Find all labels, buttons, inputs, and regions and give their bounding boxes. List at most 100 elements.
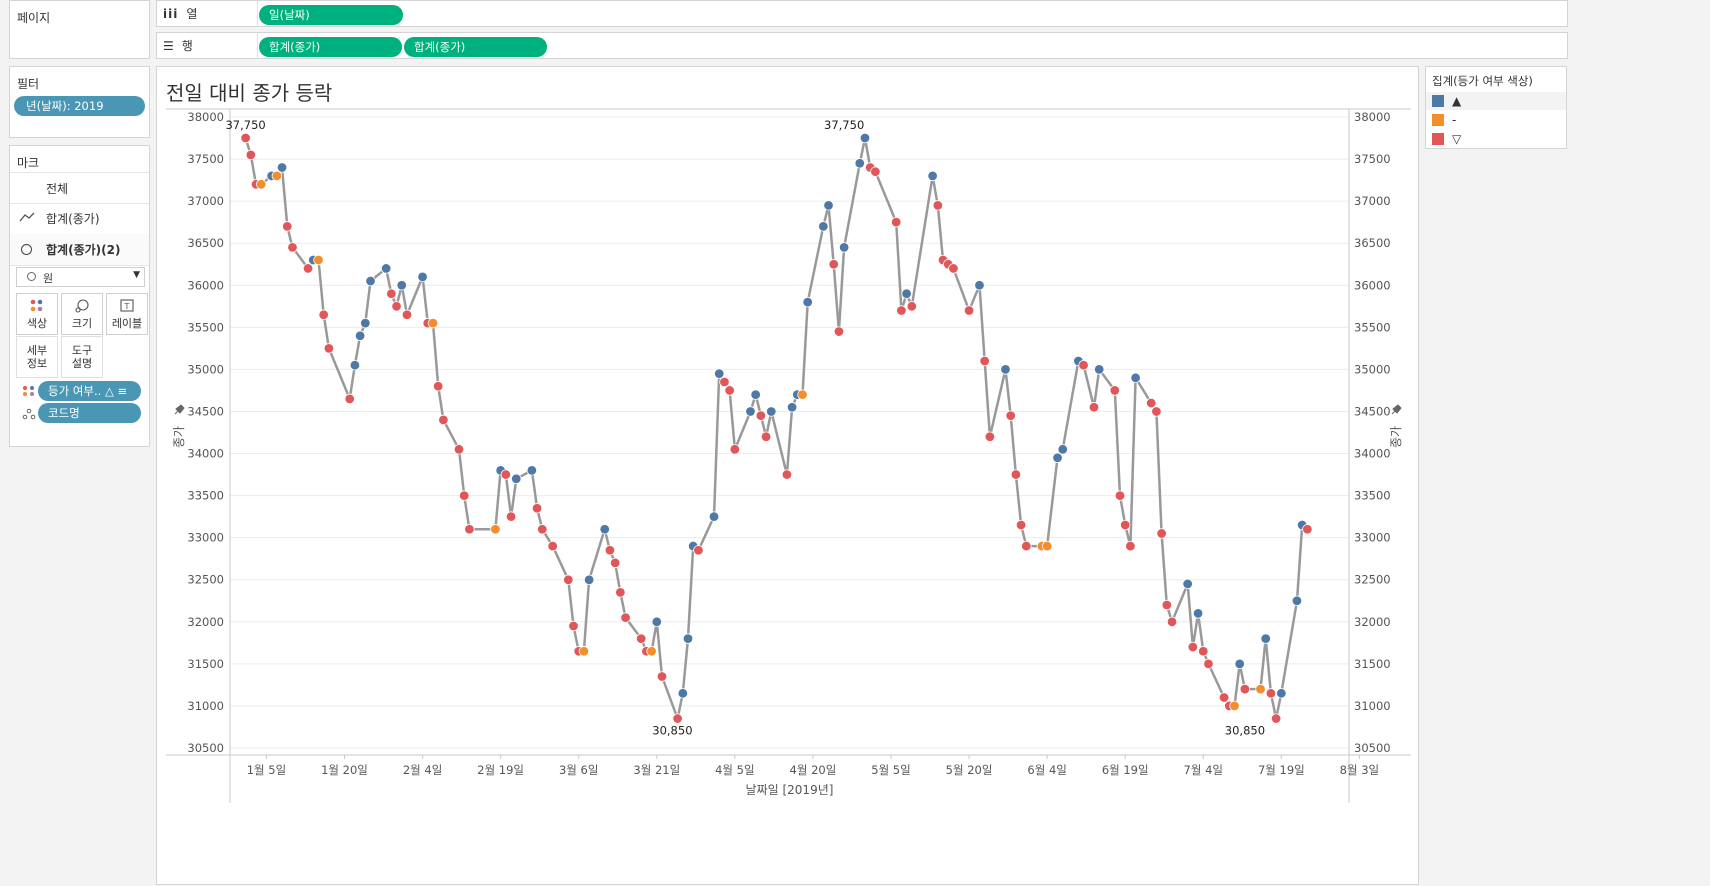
data-point-same <box>1255 683 1266 695</box>
x-tick-label: 2월 4일 <box>403 763 442 777</box>
tooltip-button[interactable]: 도구 설명 <box>61 336 103 378</box>
data-point-up <box>854 158 865 169</box>
data-point-up <box>360 317 371 329</box>
columns-shelf-label-area: iii 열 <box>163 1 197 26</box>
data-point-down <box>464 524 475 535</box>
data-point-down <box>760 431 772 442</box>
row-pill-sum-close-2[interactable]: 합계(종가) <box>404 37 547 57</box>
circle-icon <box>21 244 32 255</box>
data-point-down <box>1239 683 1251 695</box>
divider <box>257 33 258 58</box>
series-line <box>244 136 1309 720</box>
y-tick-label-right: 37500 <box>1354 152 1391 166</box>
y-tick-label-right: 32500 <box>1354 573 1391 587</box>
label-button[interactable]: T 레이블 <box>106 293 148 335</box>
data-point-down <box>1270 713 1282 724</box>
data-point-same <box>1229 700 1240 712</box>
data-point-up <box>677 688 689 699</box>
y-tick-label-right: 34000 <box>1354 447 1391 461</box>
rows-shelf-label-area: ☰ 행 <box>163 33 193 58</box>
y-tick-label-left: 33000 <box>187 531 224 545</box>
data-point-down <box>1088 402 1100 413</box>
data-point-up <box>365 275 376 287</box>
tooltip-label: 도구 설명 <box>71 344 93 370</box>
marks-panel: 마크 전체 합계(종가) 합계(종가)(2) 원 ▼ 색상 크기 T 레이블 세… <box>9 145 150 447</box>
detail-field-icon <box>22 408 36 420</box>
pin-icon <box>1391 404 1402 415</box>
data-point-down <box>391 301 402 312</box>
chart-title: 전일 대비 종가 등락 <box>166 81 333 105</box>
color-field-icon <box>23 386 34 396</box>
data-point-down <box>287 242 298 253</box>
data-point-down <box>1021 540 1032 552</box>
y-tick-label-left: 33500 <box>187 489 224 503</box>
data-point-down <box>724 385 735 396</box>
columns-shelf[interactable]: iii 열 일(날짜) <box>156 0 1568 27</box>
data-point-up <box>750 389 761 400</box>
color-button[interactable]: 색상 <box>16 293 58 335</box>
y-tick-label-left: 37000 <box>187 194 224 208</box>
data-point-up <box>349 359 361 371</box>
data-point-same <box>490 524 501 535</box>
size-icon <box>75 299 89 313</box>
marks-card-all-label: 전체 <box>46 181 69 196</box>
data-point-up <box>901 288 912 299</box>
data-point-down <box>459 490 470 501</box>
column-pill-day[interactable]: 일(날짜) <box>259 5 403 25</box>
annotations: 37,750 37,750 30,850 30,850 <box>225 118 1265 738</box>
chevron-down-icon: ▼ <box>133 270 140 280</box>
data-point-same <box>797 389 808 400</box>
legend-item-down[interactable]: ▽ <box>1432 132 1461 146</box>
x-tick-label: 6월 4일 <box>1027 763 1066 777</box>
y-tick-label-left: 31500 <box>187 657 224 671</box>
y-tick-label-right: 35000 <box>1354 362 1391 376</box>
data-point-down <box>1120 519 1131 531</box>
legend-item-up[interactable]: ▲ <box>1432 94 1461 108</box>
y-tick-label-right: 33500 <box>1354 489 1391 503</box>
color-field-pill[interactable]: 등가 여부.. △ ≡ <box>38 381 141 401</box>
data-label: 37,750 <box>824 118 864 132</box>
detail-button[interactable]: 세부 정보 <box>16 336 58 378</box>
data-point-down <box>755 410 767 421</box>
filter-pill-year[interactable]: 년(날짜): 2019 <box>14 96 145 116</box>
data-point-down <box>672 713 683 724</box>
row-pill-sum-close-1[interactable]: 합계(종가) <box>259 37 402 57</box>
x-tick-label: 6월 19일 <box>1102 763 1149 777</box>
y-tick-label-right: 34500 <box>1354 404 1391 418</box>
data-point-same <box>313 254 324 266</box>
legend-label-up: ▲ <box>1452 94 1462 108</box>
color-icon <box>30 299 43 312</box>
data-point-up <box>1052 452 1063 463</box>
data-point-down <box>870 166 881 177</box>
y-tick-label-right: 32000 <box>1354 615 1391 629</box>
x-tick-label: 5월 5일 <box>871 763 910 777</box>
marks-card-line[interactable]: 합계(종가) <box>10 203 149 235</box>
data-point-up <box>1276 688 1287 699</box>
x-axis-title: 날짜일 [2019년] <box>746 783 834 797</box>
data-point-up <box>859 132 871 144</box>
data-point-up <box>651 616 662 628</box>
data-point-up <box>526 465 538 476</box>
data-point-down <box>1078 359 1089 371</box>
mark-type-dropdown[interactable]: 원 ▼ <box>16 267 145 287</box>
data-point-up <box>745 406 756 417</box>
rows-shelf[interactable]: ☰ 행 합계(종가) 합계(종가) <box>156 32 1568 59</box>
x-tick-label: 7월 19일 <box>1258 763 1305 777</box>
x-tick-label: 4월 20일 <box>790 763 837 777</box>
marks-card-all[interactable]: 전체 <box>10 172 149 204</box>
data-point-down <box>1125 540 1136 552</box>
size-button[interactable]: 크기 <box>61 293 103 335</box>
data-point-same <box>578 646 590 657</box>
detail-field-pill[interactable]: 코드명 <box>38 403 141 423</box>
data-point-down <box>604 545 616 556</box>
data-point-up <box>682 633 694 644</box>
y-tick-label-right: 37000 <box>1354 194 1391 208</box>
data-point-up <box>583 574 595 585</box>
data-point-up <box>974 280 985 291</box>
data-point-down <box>963 305 975 316</box>
data-point-down <box>719 376 730 388</box>
data-point-down <box>693 545 704 556</box>
legend-swatch-up <box>1432 95 1444 107</box>
marks-card-circle[interactable]: 합계(종가)(2) <box>10 234 149 266</box>
legend-item-same[interactable]: - <box>1432 113 1456 127</box>
